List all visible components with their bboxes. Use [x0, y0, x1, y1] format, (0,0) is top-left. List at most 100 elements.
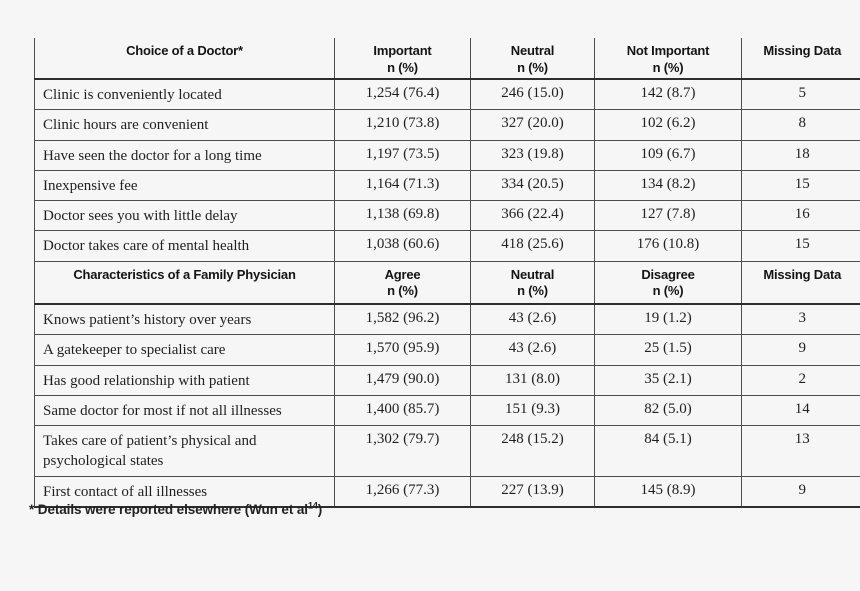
not-important-cell: 102 (6.2) [594, 109, 742, 141]
disagree-cell: 145 (8.9) [594, 476, 742, 508]
column-header-agree-label: Agree [384, 266, 421, 282]
column-header-missing-data2: Missing Data [741, 261, 860, 305]
not-important-cell: 109 (6.7) [594, 140, 742, 171]
missing-data-cell: 8 [741, 109, 860, 141]
missing-data-cell: 14 [741, 395, 860, 427]
footnote-close-paren: ) [317, 502, 323, 517]
table-row: A gatekeeper to specialist care 1,570 (9… [34, 334, 860, 366]
column-header-agree: Agree n (%) [334, 261, 471, 305]
row-label-cell: Have seen the doctor for a long time [34, 140, 335, 171]
important-cell: 1,197 (73.5) [334, 140, 471, 171]
column-header-not-important: Not Important n (%) [594, 38, 742, 80]
missing-data-cell: 16 [741, 200, 860, 232]
column-header-neutral2-label: Neutral [510, 266, 555, 282]
table-row: Doctor takes care of mental health 1,038… [34, 230, 860, 262]
missing-data-cell: 2 [741, 365, 860, 396]
row-label-cell: First contact of all illnesses [34, 476, 335, 508]
row-label-cell: Doctor takes care of mental health [34, 230, 335, 262]
important-cell: 1,038 (60.6) [334, 230, 471, 262]
column-header-disagree-label: Disagree [641, 266, 695, 282]
column-header-agree-sub: n (%) [387, 283, 418, 299]
agree-cell: 1,266 (77.3) [334, 476, 471, 508]
missing-data-cell: 5 [741, 79, 860, 111]
disagree-cell: 35 (2.1) [594, 365, 742, 396]
agree-cell: 1,400 (85.7) [334, 395, 471, 427]
row-label-cell: Has good relationship with patient [34, 365, 335, 396]
column-header-missing-data: Missing Data [741, 38, 860, 80]
missing-data-cell: 15 [741, 170, 860, 202]
row-label-cell: Inexpensive fee [34, 170, 335, 202]
section2-header-row: Characteristics of a Family Physician Ag… [34, 261, 860, 305]
row-label-cell: Knows patient’s history over years [34, 304, 335, 336]
row-label-cell: A gatekeeper to specialist care [34, 334, 335, 366]
neutral-cell: 366 (22.4) [470, 200, 595, 232]
missing-data-cell: 18 [741, 140, 860, 171]
disagree-cell: 82 (5.0) [594, 395, 742, 427]
table-row: Have seen the doctor for a long time 1,1… [34, 140, 860, 171]
column-header-neutral: Neutral n (%) [470, 38, 595, 80]
footnote-reference-number: 14 [307, 500, 318, 511]
section1-title: Choice of a Doctor* [34, 38, 335, 80]
agree-cell: 1,570 (95.9) [334, 334, 471, 366]
column-header-important-label: Important [373, 43, 432, 58]
neutral-cell: 227 (13.9) [470, 476, 595, 508]
table-row: Doctor sees you with little delay 1,138 … [34, 200, 860, 232]
row-label-cell: Clinic is conveniently located [34, 79, 335, 111]
disagree-cell: 84 (5.1) [594, 425, 742, 477]
neutral-cell: 323 (19.8) [470, 140, 595, 171]
column-header-disagree-sub: n (%) [652, 283, 684, 299]
column-header-not-important-sub: n (%) [652, 59, 684, 75]
not-important-cell: 127 (7.8) [594, 200, 742, 232]
column-header-important: Important n (%) [334, 38, 471, 80]
table-row: Inexpensive fee 1,164 (71.3) 334 (20.5) … [34, 170, 860, 202]
neutral-cell: 43 (2.6) [470, 304, 595, 336]
missing-data-cell: 9 [741, 334, 860, 366]
neutral-cell: 248 (15.2) [470, 425, 595, 477]
agree-cell: 1,479 (90.0) [334, 365, 471, 396]
disagree-cell: 19 (1.2) [594, 304, 742, 336]
not-important-cell: 142 (8.7) [594, 79, 742, 111]
column-header-important-sub: n (%) [387, 59, 418, 75]
neutral-cell: 131 (8.0) [470, 365, 595, 396]
not-important-cell: 176 (10.8) [594, 230, 742, 262]
neutral-cell: 327 (20.0) [470, 109, 595, 141]
neutral-cell: 151 (9.3) [470, 395, 595, 427]
column-header-neutral2-sub: n (%) [517, 283, 548, 299]
table-row: Knows patient’s history over years 1,582… [34, 304, 860, 336]
table-row: Takes care of patient’s physical and psy… [34, 425, 860, 477]
section2-title: Characteristics of a Family Physician [34, 261, 335, 305]
row-label-cell: Doctor sees you with little delay [34, 200, 335, 232]
neutral-cell: 418 (25.6) [470, 230, 595, 262]
column-header-neutral2: Neutral n (%) [470, 261, 595, 305]
agree-cell: 1,302 (79.7) [334, 425, 471, 477]
table-row: Clinic is conveniently located 1,254 (76… [34, 79, 860, 111]
missing-data-cell: 15 [741, 230, 860, 262]
table-row: First contact of all illnesses 1,266 (77… [34, 476, 860, 508]
neutral-cell: 334 (20.5) [470, 170, 595, 202]
survey-results-table: Choice of a Doctor* Important n (%) Neut… [34, 38, 860, 508]
missing-data-cell: 13 [741, 425, 860, 477]
column-header-disagree: Disagree n (%) [594, 261, 742, 305]
row-label-cell: Same doctor for most if not all illnesse… [34, 395, 335, 427]
table-row: Clinic hours are convenient 1,210 (73.8)… [34, 109, 860, 141]
column-header-neutral-sub: n (%) [517, 59, 548, 75]
important-cell: 1,164 (71.3) [334, 170, 471, 202]
important-cell: 1,254 (76.4) [334, 79, 471, 111]
table-footnote: * Details were reported elsewhere (Wun e… [29, 500, 323, 517]
table-row: Has good relationship with patient 1,479… [34, 365, 860, 396]
neutral-cell: 246 (15.0) [470, 79, 595, 111]
column-header-not-important-label: Not Important [626, 43, 710, 58]
table-row: Same doctor for most if not all illnesse… [34, 395, 860, 427]
footnote-text: * Details were reported elsewhere (Wun e… [29, 502, 308, 517]
important-cell: 1,210 (73.8) [334, 109, 471, 141]
neutral-cell: 43 (2.6) [470, 334, 595, 366]
not-important-cell: 134 (8.2) [594, 170, 742, 202]
missing-data-cell: 9 [741, 476, 860, 508]
important-cell: 1,138 (69.8) [334, 200, 471, 232]
column-header-neutral-label: Neutral [510, 43, 555, 58]
row-label-cell: Clinic hours are convenient [34, 109, 335, 141]
agree-cell: 1,582 (96.2) [334, 304, 471, 336]
disagree-cell: 25 (1.5) [594, 334, 742, 366]
row-label-cell: Takes care of patient’s physical and psy… [34, 425, 335, 477]
